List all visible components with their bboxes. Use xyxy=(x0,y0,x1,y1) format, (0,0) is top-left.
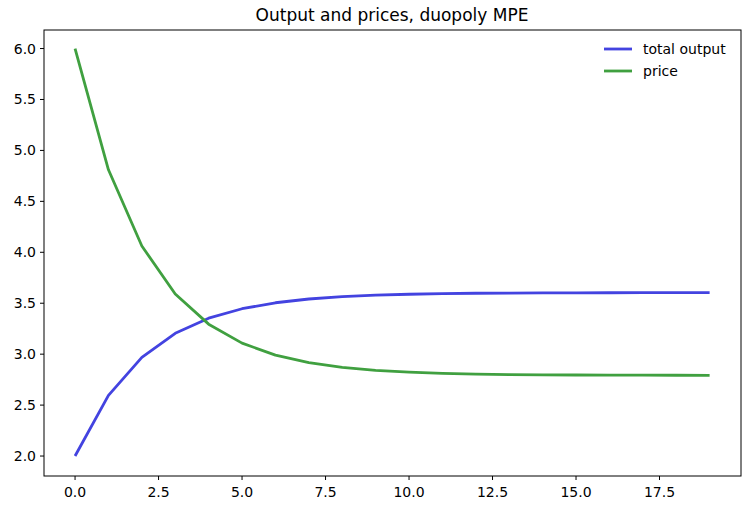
x-tick-label: 0.0 xyxy=(64,484,86,500)
y-axis: 2.0 2.5 3.0 3.5 4.0 4.5 5.0 5.5 6.0 xyxy=(14,41,44,464)
x-tick-label: 17.5 xyxy=(644,484,675,500)
x-tick-label: 5.0 xyxy=(231,484,253,500)
y-tick-label: 6.0 xyxy=(14,41,36,57)
x-axis: 0.0 2.5 5.0 7.5 10.0 12.5 15.0 17.5 xyxy=(64,476,675,500)
legend-label-total-output: total output xyxy=(643,41,726,57)
x-tick-label: 15.0 xyxy=(560,484,591,500)
chart-canvas: Output and prices, duopoly MPE 2.0 2.5 3.0… xyxy=(0,0,749,510)
x-tick-label: 7.5 xyxy=(314,484,336,500)
line-price xyxy=(75,49,710,376)
x-tick-label: 2.5 xyxy=(147,484,169,500)
chart-title: Output and prices, duopoly MPE xyxy=(256,5,529,25)
y-tick-label: 5.5 xyxy=(14,91,36,107)
x-tick-label: 12.5 xyxy=(477,484,508,500)
x-tick-label: 10.0 xyxy=(393,484,424,500)
y-tick-label: 4.5 xyxy=(14,193,36,209)
plot-lines xyxy=(75,49,710,456)
y-tick-label: 4.0 xyxy=(14,244,36,260)
y-tick-label: 5.0 xyxy=(14,142,36,158)
y-tick-label: 3.0 xyxy=(14,346,36,362)
y-tick-label: 3.5 xyxy=(14,295,36,311)
y-tick-label: 2.5 xyxy=(14,397,36,413)
y-tick-label: 2.0 xyxy=(14,448,36,464)
legend-label-price: price xyxy=(643,63,678,79)
legend: total output price xyxy=(604,41,726,79)
figure-window: Output and prices, duopoly MPE 2.0 2.5 3.0… xyxy=(0,0,749,510)
plot-area-border xyxy=(44,30,741,476)
